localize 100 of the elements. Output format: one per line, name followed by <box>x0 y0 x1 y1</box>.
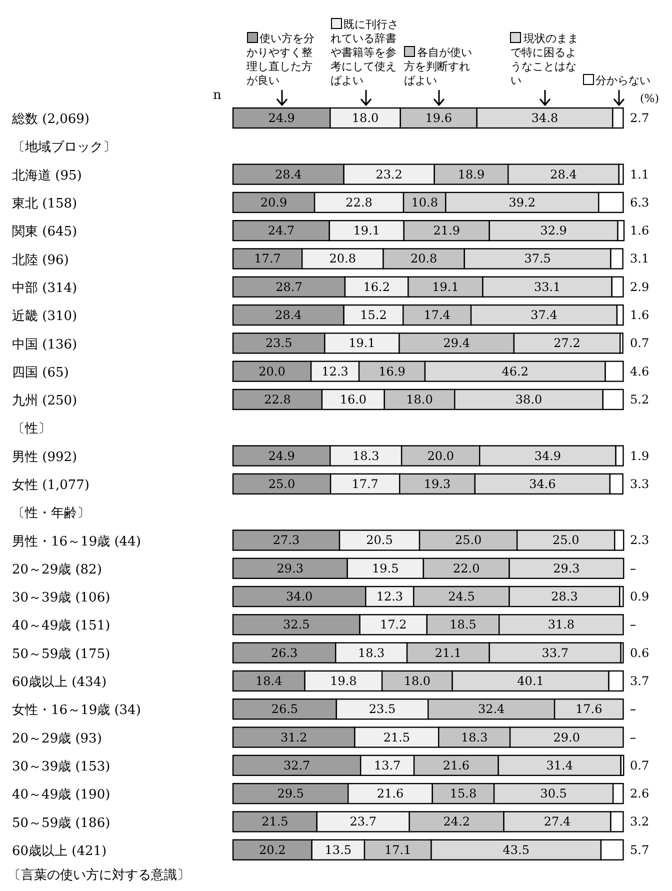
y-tick-label: 20～29歳 (93) <box>12 731 102 746</box>
data-label: 18.0 <box>404 674 431 688</box>
y-tick-label: 女性・16～19歳 (34) <box>12 703 141 718</box>
data-label: 17.7 <box>352 476 378 491</box>
y-tick-label: 男性・16～19歳 (44) <box>12 534 141 550</box>
data-label: 19.5 <box>372 561 399 576</box>
data-label: 29.4 <box>443 336 470 350</box>
data-label: 27.4 <box>544 814 571 829</box>
y-tick-label: 近畿 (310) <box>12 309 78 324</box>
data-label: 18.0 <box>406 392 433 406</box>
legend-label: 既に刊行されている辞書や書籍等を参考にして使えばよい <box>330 18 400 88</box>
legend-label: 使い方を分かりやすく整理し直した方が良い <box>246 32 316 88</box>
data-label: 17.7 <box>254 252 281 266</box>
y-tick-label: 四国 (65) <box>12 365 69 380</box>
text: (%) <box>640 92 660 105</box>
data-label: 0.6 <box>630 646 650 660</box>
data-label: 4.6 <box>630 364 650 378</box>
data-label: 17.6 <box>576 702 602 716</box>
data-label: 18.3 <box>352 448 380 463</box>
data-label: 21.5 <box>262 814 288 829</box>
data-label: 19.1 <box>348 336 376 350</box>
data-label: 38.0 <box>515 392 542 406</box>
data-label: 37.5 <box>524 252 551 266</box>
data-label: 23.2 <box>376 167 402 182</box>
data-label: 24.7 <box>268 224 295 238</box>
data-label: 2.3 <box>630 533 650 548</box>
data-label: 20.8 <box>410 252 438 266</box>
y-tick-label: 中国 (136) <box>12 337 78 352</box>
data-label: 20.0 <box>258 364 286 378</box>
data-label: 29.3 <box>276 561 304 576</box>
data-label: 29.5 <box>277 786 304 801</box>
data-label: 20.5 <box>366 533 393 548</box>
y-tick-label: 50～59歳 (175) <box>12 646 110 662</box>
y-tick-label: 〔性〕 <box>12 422 51 437</box>
data-label: 18.3 <box>460 730 488 744</box>
data-label: 18.5 <box>450 618 476 632</box>
y-tick-label: 50～59歳 (186) <box>12 816 110 831</box>
data-label: 31.4 <box>546 758 574 772</box>
data-label: 25.0 <box>454 533 482 548</box>
y-tick-label: 総数 (2,069) <box>11 112 90 128</box>
data-label: 2.7 <box>630 111 650 125</box>
data-label: 34.9 <box>534 448 562 463</box>
data-label: 33.7 <box>542 646 568 660</box>
data-label: 20.0 <box>427 448 454 463</box>
data-label: 40.1 <box>517 674 544 688</box>
y-tick-label: 40～49歳 (190) <box>12 788 110 803</box>
data-label: 21.1 <box>434 646 462 660</box>
data-label: 22.8 <box>264 392 291 406</box>
data-label: 20.2 <box>259 842 286 857</box>
data-label: 16.2 <box>363 280 390 294</box>
data-label: 16.0 <box>340 392 367 406</box>
data-label: 6.3 <box>630 195 650 210</box>
y-tick-label: 男性 (992) <box>12 450 78 465</box>
y-tick-label: 〔地域ブロック〕 <box>12 140 116 156</box>
data-label: 37.4 <box>530 308 558 322</box>
data-label: 1.1 <box>630 167 650 182</box>
y-tick-label: 20～29歳 (82) <box>12 562 102 578</box>
data-label: 28.3 <box>551 590 578 604</box>
data-label: 1.9 <box>630 448 650 463</box>
y-tick-label: 30～39歳 (106) <box>12 590 110 606</box>
data-label: 12.3 <box>322 364 348 378</box>
data-label: 2.6 <box>630 786 650 801</box>
data-label: 30.5 <box>540 786 567 801</box>
y-tick-label: 40～49歳 (151) <box>12 618 110 634</box>
data-label: 27.3 <box>272 533 300 548</box>
data-label: 24.9 <box>268 448 295 463</box>
data-label: 1.6 <box>630 224 650 238</box>
y-tick-label: 北陸 (96) <box>12 252 69 268</box>
data-label: 29.3 <box>553 561 580 576</box>
data-label: 19.8 <box>330 674 357 688</box>
data-label: 12.3 <box>376 590 404 604</box>
data-label: 32.9 <box>540 224 567 238</box>
data-label: 28.4 <box>275 167 302 182</box>
data-label: 21.5 <box>383 730 410 744</box>
data-label: 34.8 <box>531 111 558 125</box>
data-label: 24.9 <box>268 111 295 125</box>
data-label: 18.4 <box>256 674 283 688</box>
data-label: 22.0 <box>452 561 480 576</box>
data-label: 21.9 <box>433 224 460 238</box>
data-label: 28.4 <box>550 167 578 182</box>
text: – <box>630 618 636 632</box>
data-label: 15.2 <box>360 308 387 322</box>
data-label: 3.3 <box>630 476 650 491</box>
data-label: 28.4 <box>275 308 302 322</box>
y-tick-label: 30～39歳 (153) <box>12 759 110 774</box>
data-label: 39.2 <box>508 195 536 210</box>
data-label: 34.0 <box>286 590 313 604</box>
data-label: 27.2 <box>554 336 580 350</box>
data-label: 5.2 <box>630 392 650 406</box>
data-label: 23.5 <box>368 702 396 716</box>
text: – <box>630 702 636 716</box>
legend-label: 各自が使い方を判断すればよい <box>404 46 474 88</box>
data-label: 25.0 <box>268 476 296 491</box>
data-label: 19.1 <box>432 280 459 294</box>
data-label: 46.2 <box>502 364 528 378</box>
data-label: 21.6 <box>376 786 404 801</box>
data-label: 13.7 <box>374 758 401 772</box>
y-tick-label: 関東 (645) <box>12 224 78 240</box>
data-label: 31.8 <box>548 618 575 632</box>
data-label: 23.5 <box>265 336 292 350</box>
